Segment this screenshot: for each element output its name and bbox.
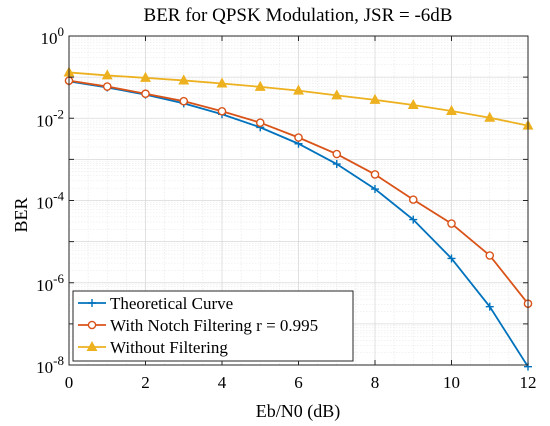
legend-label: Theoretical Curve <box>110 294 233 313</box>
legend-swatch-marker <box>87 320 97 330</box>
data-point <box>254 80 266 91</box>
x-tick-label: 12 <box>520 373 537 392</box>
y-tick-labels: 100 10-2 10-4 10-6 10-8 <box>36 24 64 377</box>
legend-swatch-marker <box>88 299 96 307</box>
y-tick-label: 10-4 <box>36 189 64 213</box>
x-tick-label: 4 <box>218 373 227 392</box>
legend: Theoretical Curve With Notch Filtering r … <box>72 290 354 362</box>
x-tick-label: 6 <box>294 373 303 392</box>
y-axis-label: BER <box>11 197 31 232</box>
y-tick-label: 100 <box>41 24 65 48</box>
data-point <box>407 98 419 109</box>
data-point <box>141 89 150 99</box>
data-point <box>371 185 379 194</box>
y-tick-label: 10-6 <box>36 271 64 295</box>
y-tick-label: 10-2 <box>36 106 64 130</box>
legend-label: With Notch Filtering r = 0.995 <box>110 316 318 335</box>
data-point <box>332 149 342 159</box>
data-point <box>446 104 457 116</box>
x-tick-label: 0 <box>65 373 74 392</box>
data-point <box>331 89 343 100</box>
data-point <box>179 96 189 106</box>
data-point <box>255 118 265 127</box>
data-point <box>447 219 456 228</box>
data-point <box>102 82 112 91</box>
data-point <box>140 71 151 82</box>
data-point <box>293 84 304 95</box>
legend-item: Without Filtering <box>78 338 228 357</box>
data-point <box>178 74 190 85</box>
axis-ticks <box>68 35 529 366</box>
data-point <box>294 133 303 142</box>
x-tick-label: 2 <box>141 373 150 392</box>
data-point <box>370 170 380 179</box>
data-point <box>484 111 496 122</box>
series-layer <box>63 66 534 371</box>
data-point <box>485 251 495 260</box>
data-point <box>216 77 228 88</box>
x-tick-label: 10 <box>443 373 460 392</box>
legend-label: Without Filtering <box>110 338 228 357</box>
y-tick-label: 10-8 <box>36 353 64 377</box>
data-point <box>217 106 227 116</box>
x-axis-label: Eb/N0 (dB) <box>256 401 341 422</box>
series-3 <box>63 66 534 130</box>
data-point <box>485 302 494 311</box>
data-point <box>408 195 418 204</box>
legend-box <box>72 290 354 362</box>
x-tick-labels: 0 2 4 6 8 10 12 <box>65 373 537 392</box>
chart-title: BER for QPSK Modulation, JSR = -6dB <box>144 5 453 26</box>
data-point <box>409 215 418 224</box>
x-tick-label: 8 <box>371 373 380 392</box>
series-2 <box>64 76 533 308</box>
data-point <box>101 69 113 80</box>
data-point <box>447 254 456 263</box>
data-point <box>369 93 381 104</box>
legend-item: Theoretical Curve <box>78 294 233 313</box>
legend-swatch-marker <box>86 340 98 351</box>
data-point <box>332 160 341 169</box>
legend-item: With Notch Filtering r = 0.995 <box>78 316 318 335</box>
